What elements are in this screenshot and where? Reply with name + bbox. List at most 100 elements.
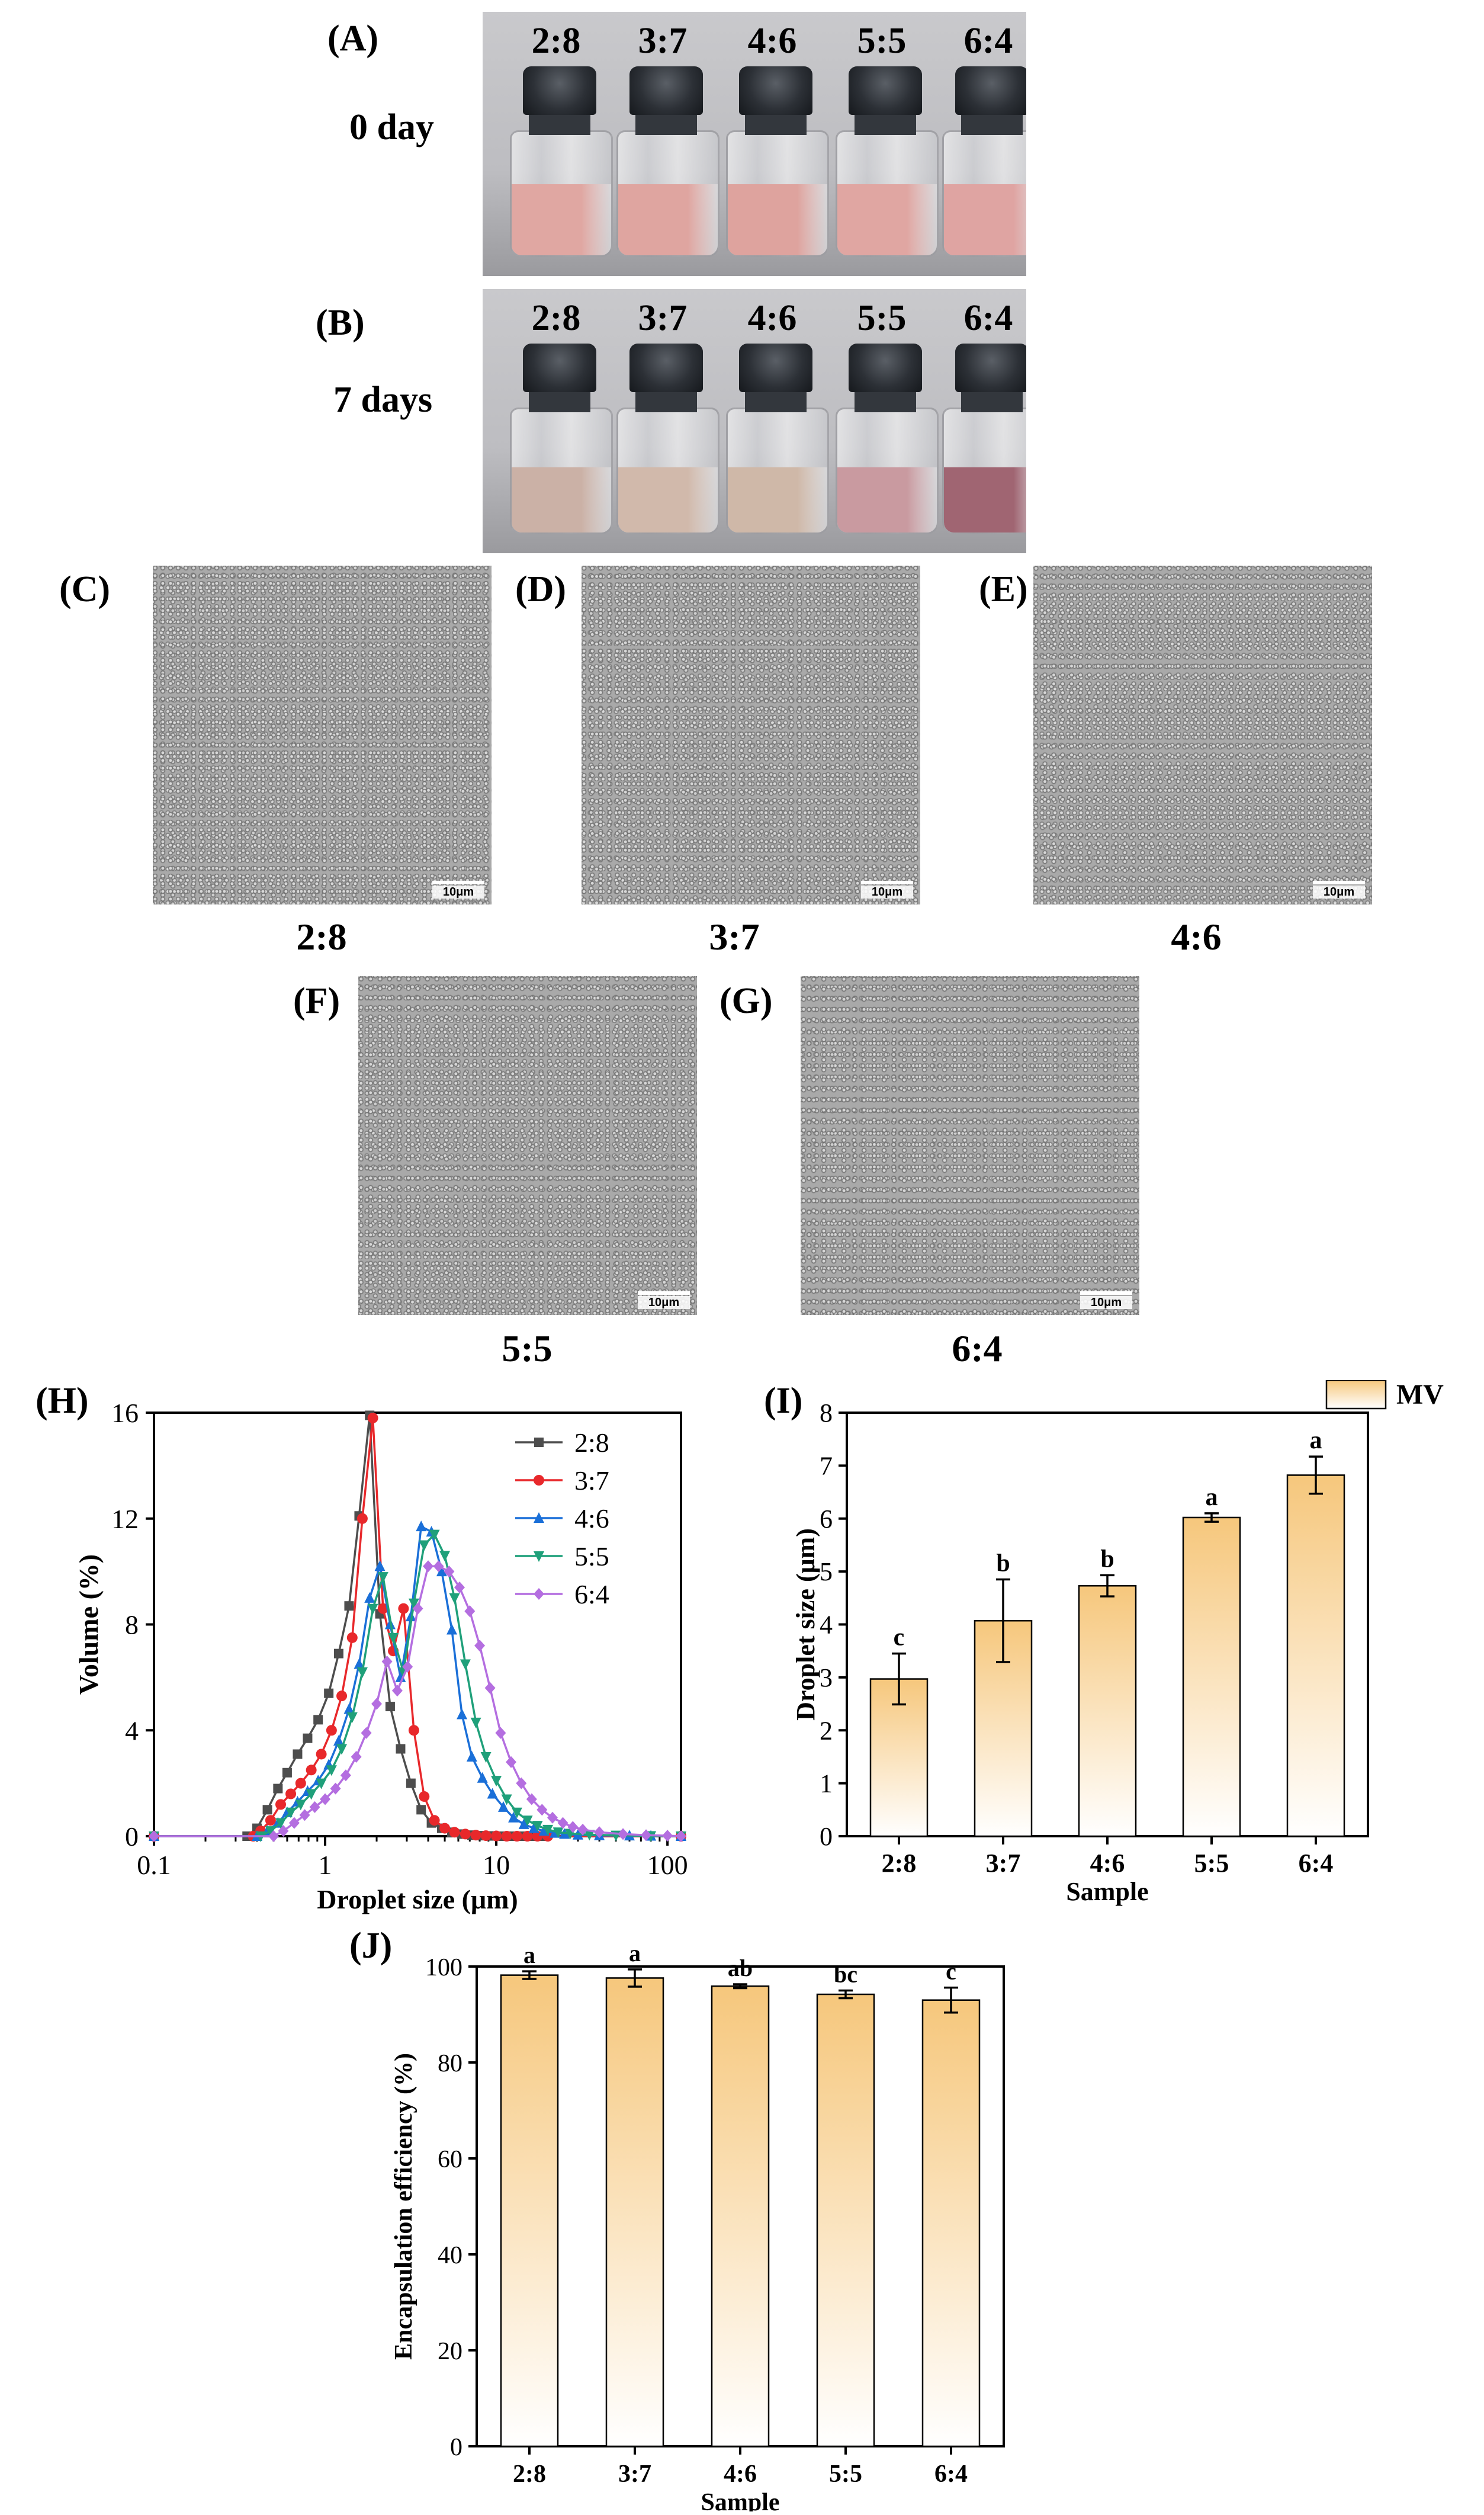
data-point <box>457 1708 468 1720</box>
data-point <box>454 1581 465 1593</box>
y-tick-label: 4 <box>820 1611 833 1640</box>
micrograph-c-label: 2:8 <box>296 916 347 958</box>
vial <box>722 289 829 553</box>
vial-cap <box>849 344 922 392</box>
x-axis-label: Sample <box>1066 1877 1148 1906</box>
vial-neck <box>855 111 916 135</box>
vial-cap <box>955 344 1026 392</box>
significance-letter: b <box>1100 1545 1114 1573</box>
data-point <box>460 1828 471 1840</box>
data-point <box>477 1772 488 1783</box>
data-point <box>466 1750 477 1762</box>
data-point <box>506 1756 517 1768</box>
x-tick-label: 5:5 <box>829 2461 862 2488</box>
y-tick-label: 40 <box>438 2242 462 2269</box>
data-point <box>537 1804 548 1816</box>
x-tick-label: 10 <box>483 1850 510 1880</box>
legend-item: 4:6 <box>515 1503 609 1534</box>
vial-cap <box>629 344 703 392</box>
data-point <box>275 1818 286 1829</box>
legend-item: 6:4 <box>515 1579 609 1609</box>
vial-ratio-label: 4:6 <box>747 21 797 61</box>
data-point <box>470 1830 481 1841</box>
data-point <box>577 1823 589 1836</box>
significance-letter: a <box>1206 1484 1218 1511</box>
vial-neck <box>745 389 807 412</box>
data-point <box>306 1765 317 1776</box>
y-axis-label: Encapsulation efficiency (%) <box>390 2053 417 2360</box>
data-point <box>542 1824 554 1836</box>
bar <box>921 1999 981 2447</box>
data-point <box>402 1661 413 1673</box>
data-point <box>495 1727 506 1739</box>
data-point <box>333 1735 344 1746</box>
panel-label-h: (H) <box>36 1381 89 1421</box>
vial <box>832 12 939 276</box>
data-point <box>265 1826 276 1837</box>
data-point <box>396 1744 406 1754</box>
data-point <box>377 1603 388 1614</box>
data-point <box>268 1830 280 1842</box>
vial-cap <box>739 344 812 392</box>
y-tick-label: 5 <box>820 1557 833 1586</box>
vial-liquid <box>837 467 937 532</box>
panel-label-i: (I) <box>764 1381 803 1421</box>
data-point <box>336 1744 348 1755</box>
data-point <box>429 1529 440 1541</box>
significance-letter: b <box>996 1550 1010 1577</box>
data-point <box>511 1831 522 1842</box>
data-point <box>557 1817 568 1829</box>
y-tick-label: 100 <box>425 1954 462 1981</box>
vial-ratio-label: 3:7 <box>638 21 688 61</box>
data-point <box>303 1733 313 1743</box>
data-point <box>330 1782 341 1795</box>
legend-item: 5:5 <box>515 1541 609 1571</box>
micrograph-texture <box>358 976 697 1315</box>
data-point <box>480 1751 492 1763</box>
data-point <box>374 1560 386 1571</box>
x-tick-label: 2:8 <box>882 1849 917 1878</box>
vial-liquid <box>728 184 827 255</box>
data-point <box>295 1778 306 1789</box>
bar <box>605 1977 664 2447</box>
data-point <box>293 1749 303 1759</box>
vial-glass <box>510 408 613 534</box>
panel-label-j: (J) <box>349 1926 393 1966</box>
vial <box>832 289 939 553</box>
vial-photo-day7: 2:8 3:7 4:6 5:5 6:4 <box>483 289 1026 553</box>
micrograph-texture <box>153 566 492 904</box>
data-point <box>449 1827 460 1838</box>
data-point <box>567 1821 579 1833</box>
vial-liquid <box>944 467 1026 532</box>
data-point <box>618 1828 629 1840</box>
chart-j-encapsulation-efficiency: 0 20 40 60 80 100 a 2:8 a 3:7 ab 4:6 bc 5:5 c 6:4 Sample… <box>390 1940 1005 2511</box>
scale-bar: 10μm <box>1313 881 1365 899</box>
panel-label-g: (G) <box>719 981 773 1021</box>
panel-label-a: (A) <box>327 18 379 59</box>
legend-item: 2:8 <box>515 1427 609 1458</box>
vial <box>506 289 613 553</box>
vial-glass <box>836 408 939 534</box>
data-point <box>534 1588 544 1600</box>
vial-glass <box>942 408 1026 534</box>
chart-i-droplet-size: 0 1 2 3 4 5 6 7 8 c 2:8 b 3:7 b 4:6 a 5:5 a 6:4 Sample Dropl… <box>791 1380 1444 1906</box>
significance-letter: c <box>894 1624 905 1651</box>
y-tick-label: 8 <box>820 1398 833 1427</box>
data-point <box>429 1815 440 1826</box>
data-point <box>356 1513 368 1524</box>
legend-label: 3:7 <box>574 1465 609 1496</box>
vial-glass <box>616 408 719 534</box>
vial-neck <box>635 389 697 412</box>
data-point <box>676 1830 686 1842</box>
bar <box>816 1993 875 2447</box>
data-point <box>444 1566 455 1578</box>
data-point <box>275 1799 286 1810</box>
legend-item: 3:7 <box>515 1465 609 1496</box>
y-tick-label: 12 <box>111 1504 139 1534</box>
series-line <box>154 1525 682 1837</box>
data-point <box>408 1725 419 1736</box>
data-point <box>316 1749 327 1760</box>
data-point <box>534 1551 544 1562</box>
bar <box>1286 1474 1345 1837</box>
vial-neck <box>635 111 697 135</box>
